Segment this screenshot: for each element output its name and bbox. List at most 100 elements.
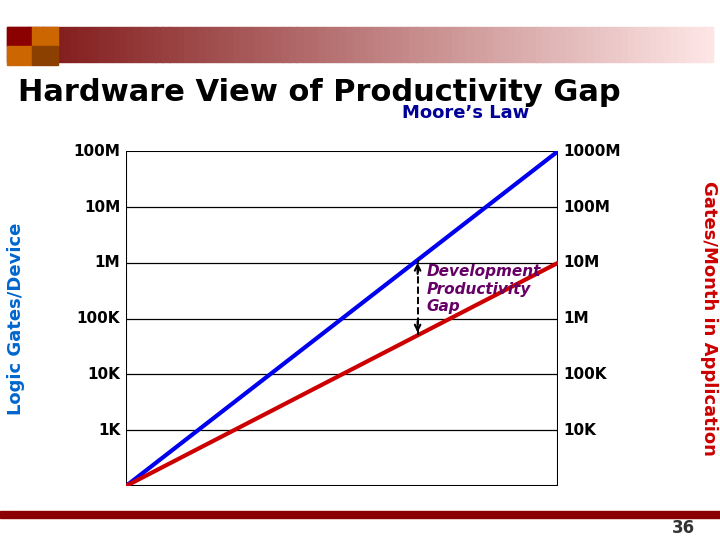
Bar [78, 27, 85, 62]
Bar [649, 27, 657, 62]
Bar [572, 27, 579, 62]
Bar [184, 27, 191, 62]
Bar [50, 27, 57, 62]
Bar [346, 27, 353, 62]
Text: 36: 36 [672, 519, 695, 537]
Bar [163, 27, 170, 62]
Bar [459, 27, 466, 62]
Bar [628, 27, 635, 62]
Bar [191, 27, 198, 62]
Text: 100M: 100M [73, 144, 120, 159]
Bar [395, 27, 402, 62]
Bar [445, 27, 452, 62]
Bar [501, 27, 508, 62]
Text: 1000M: 1000M [564, 144, 621, 159]
Bar [233, 27, 240, 62]
Bar [156, 27, 163, 62]
Bar [692, 27, 699, 62]
Bar [289, 27, 297, 62]
Text: 1M: 1M [94, 255, 120, 271]
Bar [7, 46, 32, 65]
Bar [480, 27, 487, 62]
Bar [269, 27, 276, 62]
Bar [120, 27, 127, 62]
Bar [706, 27, 713, 62]
Bar [614, 27, 621, 62]
Bar [7, 27, 32, 46]
Bar [536, 27, 544, 62]
Bar [240, 27, 247, 62]
Bar [451, 27, 459, 62]
Bar [304, 27, 311, 62]
Text: Development
Productivity
Gap: Development Productivity Gap [426, 265, 541, 314]
Bar [275, 27, 282, 62]
Bar [557, 27, 564, 62]
Text: Logic Gates/Device: Logic Gates/Device [6, 222, 24, 415]
Bar [607, 27, 614, 62]
Bar [410, 27, 417, 62]
Bar [522, 27, 529, 62]
Bar [657, 27, 664, 62]
Bar [63, 27, 71, 62]
Bar [127, 27, 135, 62]
Bar [670, 27, 678, 62]
Bar [113, 27, 120, 62]
Bar [353, 27, 360, 62]
Bar [698, 27, 706, 62]
Text: 10K: 10K [87, 367, 120, 382]
Bar [32, 27, 58, 46]
Bar [508, 27, 516, 62]
Bar [621, 27, 629, 62]
Bar [32, 46, 58, 65]
Text: 10M: 10M [84, 199, 120, 214]
Bar [318, 27, 325, 62]
Text: Moore’s Law: Moore’s Law [402, 104, 529, 122]
Bar [494, 27, 501, 62]
Bar [198, 27, 205, 62]
Bar [579, 27, 586, 62]
Bar [85, 27, 92, 62]
Bar [226, 27, 233, 62]
Bar [593, 27, 600, 62]
Bar [374, 27, 382, 62]
Bar [360, 27, 367, 62]
Bar [35, 27, 42, 62]
Text: 100K: 100K [564, 367, 607, 382]
Bar [431, 27, 438, 62]
Bar [42, 27, 50, 62]
Bar [176, 27, 184, 62]
Bar [544, 27, 551, 62]
Bar [99, 27, 106, 62]
Bar [141, 27, 148, 62]
Bar [678, 27, 685, 62]
Bar [332, 27, 339, 62]
Bar [22, 27, 29, 62]
Bar [423, 27, 431, 62]
Bar [310, 27, 318, 62]
Bar [685, 27, 692, 62]
Bar [325, 27, 332, 62]
Bar [642, 27, 649, 62]
Bar [254, 27, 261, 62]
Bar [388, 27, 395, 62]
Bar [466, 27, 473, 62]
Text: 100M: 100M [564, 199, 611, 214]
Bar [635, 27, 642, 62]
Bar [516, 27, 523, 62]
Bar [14, 27, 22, 62]
Bar [219, 27, 226, 62]
Bar [247, 27, 254, 62]
Bar [339, 27, 346, 62]
Text: 10K: 10K [564, 423, 597, 438]
Bar [473, 27, 480, 62]
Bar [402, 27, 410, 62]
Bar [134, 27, 141, 62]
Text: 1M: 1M [564, 311, 590, 326]
Bar [57, 27, 64, 62]
Bar [282, 27, 289, 62]
Text: 10M: 10M [564, 255, 600, 271]
Bar [106, 27, 113, 62]
Bar [487, 27, 494, 62]
Bar [169, 27, 176, 62]
Bar [148, 27, 156, 62]
